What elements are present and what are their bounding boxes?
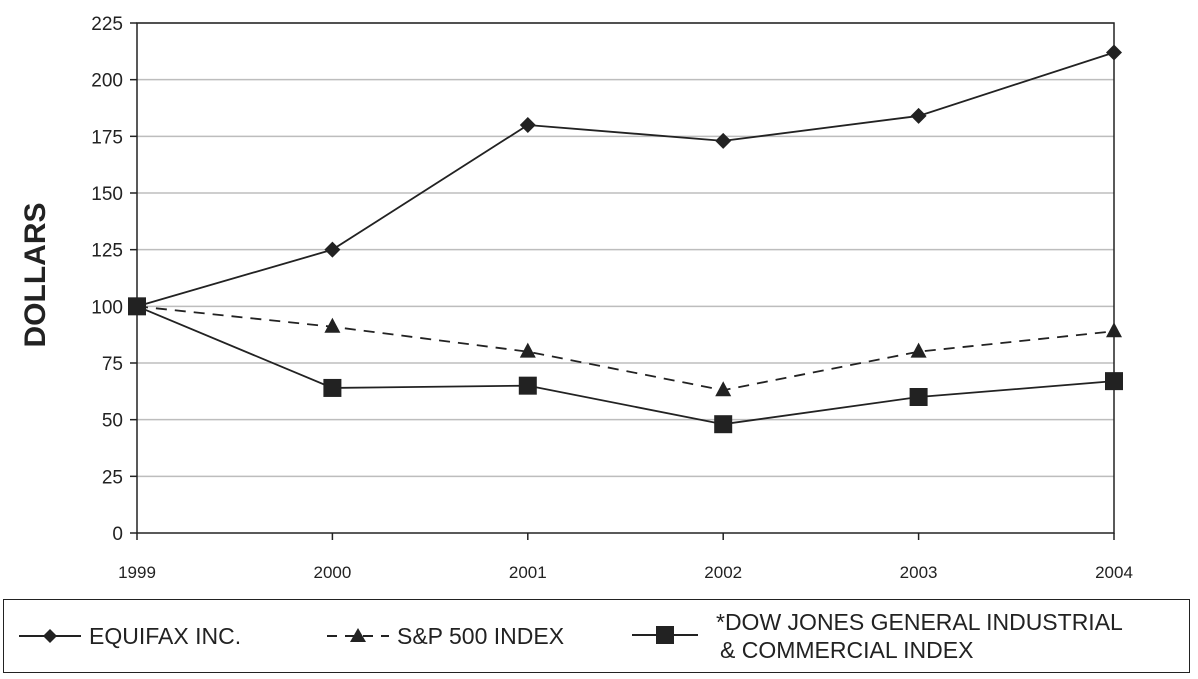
triangle-point	[715, 381, 732, 397]
diamond-point	[324, 241, 341, 258]
legend-swatch-diamond	[19, 629, 81, 643]
legend-item-sp500: S&P 500 INDEX	[325, 622, 564, 650]
y-tick-label: 175	[91, 127, 123, 148]
y-tick-label: 0	[112, 524, 123, 545]
y-tick-label: 100	[91, 297, 123, 318]
x-tick-label: 2004	[1095, 563, 1133, 582]
x-tick-label: 2002	[704, 563, 742, 582]
square-point	[714, 415, 733, 434]
square-point	[1105, 372, 1123, 391]
diamond-point	[519, 117, 536, 133]
y-tick-label: 125	[91, 241, 123, 262]
triangle-point	[519, 342, 536, 358]
legend-item-equifax: EQUIFAX INC.	[17, 622, 241, 650]
y-tick-label: 75	[102, 354, 123, 375]
triangle-point	[324, 317, 341, 333]
legend-label-equifax: EQUIFAX INC.	[89, 623, 242, 649]
series-lines	[136, 51, 1115, 426]
square-point	[518, 376, 537, 395]
square-point	[909, 388, 928, 406]
legend-label-dowjones-line1: *DOW JONES GENERAL INDUSTRIAL	[716, 609, 1123, 635]
y-tick-label: 25	[102, 467, 123, 488]
diamond-point	[1106, 44, 1122, 61]
series-line-1	[136, 51, 1115, 308]
series-line-3	[136, 305, 1115, 426]
triangle-point	[1106, 322, 1122, 338]
y-tick-label: 200	[91, 71, 123, 92]
x-tick-labels: 1999 2000 2001 2002 2003 2004	[118, 563, 1133, 582]
y-tick-label: 50	[102, 411, 123, 432]
legend-label-sp500: S&P 500 INDEX	[397, 623, 565, 649]
legend-swatch-triangle	[327, 628, 389, 642]
gridlines	[137, 22, 1114, 478]
diamond-point	[910, 107, 927, 124]
legend-label-dowjones-line2: & COMMERCIAL INDEX	[720, 637, 974, 663]
square-point	[323, 378, 342, 397]
y-tick-labels: 0 25 50 75 100 125 150 175 200 225	[91, 14, 123, 545]
legend: EQUIFAX INC. S&P 500 INDEX *DOW JONES GE…	[3, 599, 1190, 673]
line-chart: 0 25 50 75 100 125 150 175 200 225 1999 2000 2001 20…	[19, 14, 1133, 582]
triangle-point	[910, 342, 927, 358]
square-point	[128, 297, 146, 316]
x-tick-label: 2003	[900, 563, 938, 582]
series-markers	[128, 44, 1123, 434]
y-tick-label: 150	[91, 184, 123, 205]
plot-frame	[136, 22, 1115, 534]
legend-item-dowjones: *DOW JONES GENERAL INDUSTRIAL & COMMERCI…	[630, 608, 1123, 664]
x-tick-label: 2000	[313, 563, 351, 582]
series-line-2	[136, 305, 1115, 392]
x-tick-label: 1999	[118, 563, 156, 582]
legend-swatch-square	[632, 626, 698, 644]
y-tick-label: 225	[91, 14, 123, 35]
diamond-point	[715, 132, 732, 149]
y-axis-label: DOLLARS	[19, 203, 52, 348]
x-tick-label: 2001	[509, 563, 547, 582]
